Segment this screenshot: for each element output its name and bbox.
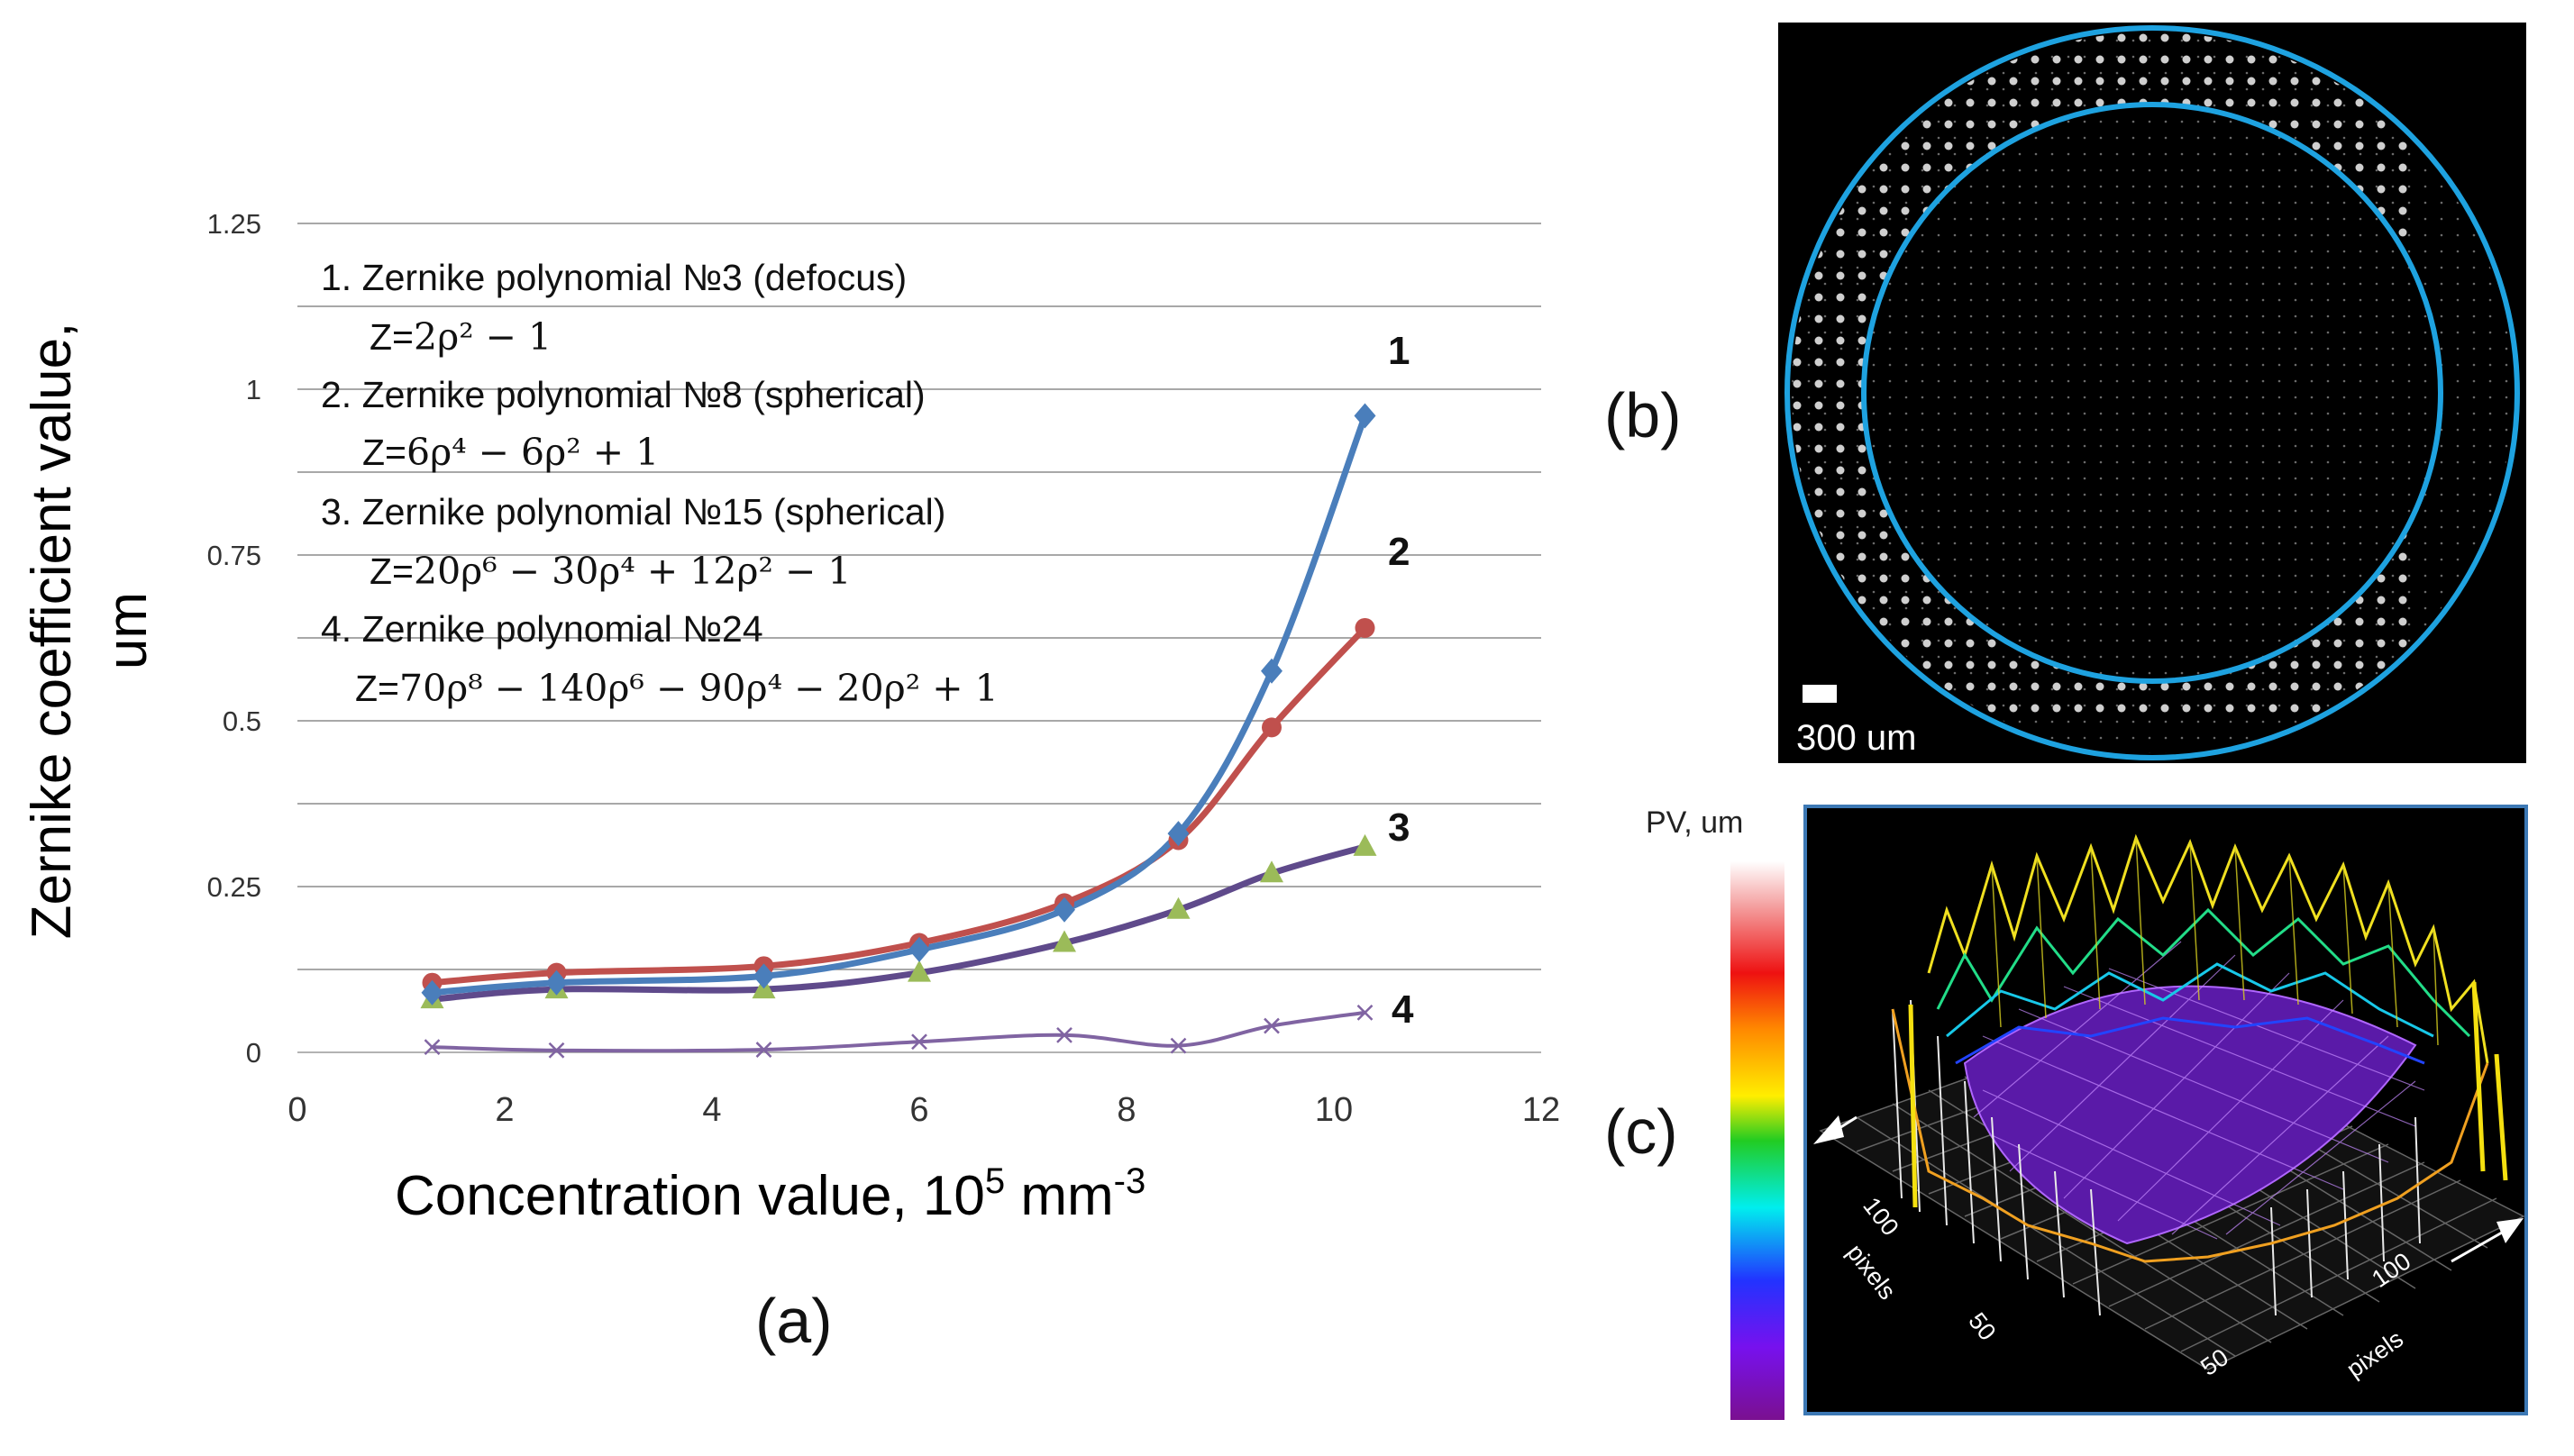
y-tick-labels: 0 0.25 0.5 0.75 1 1.25: [207, 208, 261, 1069]
outer-ring: [1784, 25, 2520, 760]
x-tick-label: 6: [909, 1091, 928, 1129]
formula-prefix-3: Z=: [370, 551, 414, 592]
y-tick-label: 0.75: [207, 540, 261, 571]
side-spikes: [1908, 981, 2508, 1208]
x-tick-label: 12: [1522, 1091, 1560, 1129]
marker-series-4: [1356, 1004, 1374, 1021]
scale-bar-label: 300 um: [1796, 718, 1916, 758]
marker-series-4: [1170, 1037, 1187, 1054]
series-line-4: [430, 1010, 1367, 1053]
marker-series-2: [1355, 617, 1375, 638]
wall-band-cyan: [1946, 962, 2434, 1038]
ring-image: [1784, 25, 2520, 760]
y-tick-label: 0.5: [223, 705, 261, 737]
y-tick-label: 0: [246, 1037, 261, 1069]
series-line-3: [429, 843, 1368, 1003]
x-axis-title-unit: mm: [1005, 1165, 1114, 1227]
x-tick-label: 10: [1315, 1091, 1353, 1129]
formula-body-4: 70ρ⁸ − 140ρ⁶ − 90ρ⁴ − 20ρ² + 1: [399, 667, 999, 710]
y-tick-label: 1.25: [207, 208, 261, 240]
y-axis-title-line1: Zernike coefficient value,: [21, 323, 83, 940]
legend-entry-3: 3. Zernike polynomial №15 (spherical): [321, 491, 945, 532]
series-label-4: 4: [1392, 987, 1414, 1032]
x-axis-title-exp: 5: [985, 1161, 1005, 1201]
series-label-2: 2: [1388, 530, 1410, 574]
legend-formula-3: Z=20ρ⁶ − 30ρ⁴ + 12ρ² − 1: [370, 550, 851, 593]
marker-series-2: [1262, 717, 1282, 738]
series-markers: [420, 403, 1377, 1059]
inner-ring: [1861, 102, 2443, 684]
marker-series-4: [1056, 1026, 1072, 1043]
colorbar-label: PV, um: [1646, 805, 1743, 840]
marker-series-3: [1353, 833, 1377, 856]
series-line-2: [429, 624, 1368, 987]
surface-plot: 100 50 pixels 100 50 pixels: [1813, 833, 2525, 1383]
marker-series-4: [1264, 1017, 1280, 1034]
scale-bar: [1803, 685, 1837, 703]
legend-formula-2: Z=6ρ⁴ − 6ρ² + 1: [362, 431, 659, 474]
legend-entry-1: 1. Zernike polynomial №3 (defocus): [321, 257, 907, 298]
marker-series-3: [1260, 860, 1283, 883]
wall-band-blue: [1955, 1016, 2425, 1065]
zernike-chart: 0 0.25 0.5 0.75 1 1.25 0 2 4 6 8 10 12 1 2 3 4 1. Z…: [21, 208, 1560, 1356]
marker-series-1: [1261, 658, 1282, 684]
marker-series-1: [753, 963, 775, 989]
panel-b: (b) 300 um: [1604, 23, 2526, 763]
formula-prefix-2: Z=: [362, 432, 406, 473]
formula-body-1: 2ρ² − 1: [414, 315, 552, 359]
wall-crest-yellow: [1927, 833, 2489, 1064]
series-label-1: 1: [1388, 329, 1410, 373]
fine-dot-grid: [1792, 32, 2513, 753]
marker-series-1: [421, 979, 443, 1006]
marker-series-4: [755, 1042, 772, 1058]
colorbar: [1730, 861, 1784, 1420]
marker-series-1: [545, 969, 568, 996]
marker-series-3: [1053, 930, 1076, 952]
marker-series-1: [1354, 403, 1376, 429]
inner-mesh-lines: [1973, 941, 2425, 1240]
wall-ribs: [1991, 837, 2439, 1046]
front-wall-rim: [1891, 1008, 2489, 1263]
x-axis-title-unit-exp: -3: [1114, 1161, 1146, 1201]
panel-c: (c) PV, um: [1604, 805, 2528, 1420]
marker-series-4: [548, 1042, 565, 1059]
marker-series-3: [1166, 896, 1191, 919]
x-axis-title-main: Concentration value, 10: [395, 1165, 985, 1227]
marker-series-3: [908, 960, 931, 982]
panel-label-c: (c): [1604, 1097, 1678, 1167]
chart-gridlines: [297, 223, 1541, 1053]
formula-body-3: 20ρ⁶ − 30ρ⁴ + 12ρ² − 1: [414, 550, 851, 593]
y-tick-label: 1: [246, 374, 261, 405]
chart-legend: 1. Zernike polynomial №3 (defocus) Z=2ρ²…: [321, 257, 999, 710]
y-tick-label: 0.25: [207, 871, 261, 903]
x-tick-labels: 0 2 4 6 8 10 12: [288, 1091, 1560, 1129]
marker-series-1: [1167, 821, 1190, 847]
marker-series-4: [424, 1039, 441, 1055]
formula-body-2: 6ρ⁴ − 6ρ² + 1: [406, 431, 659, 474]
left-axis-arrowhead: [1813, 1115, 1844, 1144]
panel-label-b: (b): [1604, 380, 1682, 450]
formula-prefix-1: Z=: [370, 316, 414, 358]
panel-label-a: (a): [755, 1286, 833, 1356]
y-axis-title-line2: um: [96, 592, 159, 669]
legend-formula-4: Z=70ρ⁸ − 140ρ⁶ − 90ρ⁴ − 20ρ² + 1: [355, 667, 999, 710]
x-tick-label: 8: [1117, 1091, 1136, 1129]
legend-entry-4: 4. Zernike polynomial №24: [321, 608, 763, 650]
right-axis-arrowhead: [2496, 1218, 2524, 1243]
marker-series-4: [911, 1033, 927, 1051]
marker-series-1: [908, 936, 930, 962]
x-axis-title: Concentration value, 105 mm-3: [395, 1161, 1146, 1227]
legend-entry-2: 2. Zernike polynomial №8 (spherical): [321, 374, 926, 415]
series-label-3: 3: [1388, 805, 1410, 850]
legend-formula-1: Z=2ρ² − 1: [370, 315, 552, 359]
marker-series-1: [1054, 896, 1075, 923]
x-tick-label: 0: [288, 1091, 306, 1129]
inner-mesh: [1963, 985, 2417, 1245]
x-tick-label: 4: [702, 1091, 721, 1129]
y-axis-title: Zernike coefficient value, um: [21, 323, 159, 940]
x-tick-label: 2: [495, 1091, 514, 1129]
formula-prefix-4: Z=: [355, 668, 399, 709]
